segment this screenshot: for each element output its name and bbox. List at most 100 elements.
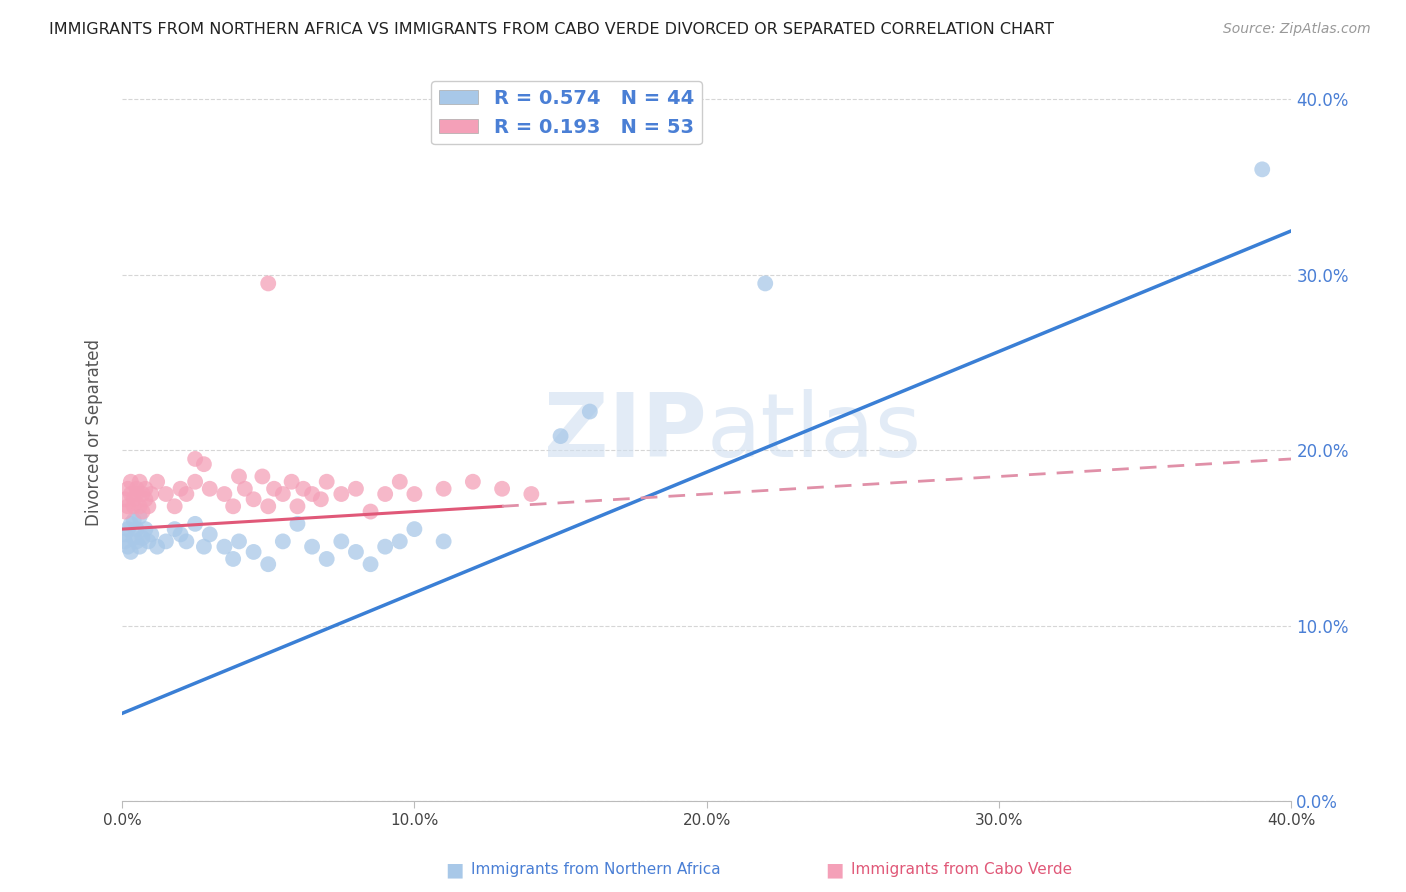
Legend: R = 0.574   N = 44, R = 0.193   N = 53: R = 0.574 N = 44, R = 0.193 N = 53	[432, 81, 702, 145]
Point	[315, 475, 337, 489]
Text: atlas: atlas	[707, 389, 922, 476]
Point	[114, 505, 136, 519]
Point	[131, 505, 153, 519]
Point	[520, 487, 543, 501]
Point	[169, 482, 191, 496]
Point	[122, 492, 145, 507]
Point	[176, 487, 198, 501]
Point	[292, 482, 315, 496]
Point	[222, 500, 245, 514]
Point	[128, 509, 150, 524]
Point	[122, 500, 145, 514]
Point	[257, 500, 280, 514]
Text: ■: ■	[825, 860, 844, 880]
Point	[1251, 162, 1274, 177]
Point	[404, 522, 426, 536]
Point	[141, 527, 163, 541]
Point	[344, 482, 367, 496]
Point	[128, 475, 150, 489]
Point	[120, 475, 142, 489]
Point	[404, 487, 426, 501]
Point	[155, 534, 177, 549]
Point	[114, 534, 136, 549]
Point	[134, 522, 156, 536]
Point	[114, 492, 136, 507]
Point	[360, 505, 382, 519]
Point	[491, 482, 513, 496]
Point	[146, 475, 169, 489]
Point	[754, 277, 776, 291]
Point	[388, 534, 411, 549]
Text: ZIP: ZIP	[544, 389, 707, 476]
Point	[271, 487, 294, 501]
Point	[128, 540, 150, 554]
Point	[163, 500, 186, 514]
Point	[228, 534, 250, 549]
Point	[176, 534, 198, 549]
Point	[330, 487, 353, 501]
Point	[138, 500, 160, 514]
Point	[287, 516, 309, 531]
Point	[315, 552, 337, 566]
Point	[128, 500, 150, 514]
Point	[242, 492, 264, 507]
Point	[122, 531, 145, 545]
Point	[184, 475, 207, 489]
Point	[214, 540, 236, 554]
Point	[169, 527, 191, 541]
Point	[184, 516, 207, 531]
Point	[330, 534, 353, 549]
Point	[141, 487, 163, 501]
Point	[120, 487, 142, 501]
Text: Source: ZipAtlas.com: Source: ZipAtlas.com	[1223, 22, 1371, 37]
Point	[117, 522, 139, 536]
Point	[242, 545, 264, 559]
Text: Immigrants from Northern Africa: Immigrants from Northern Africa	[471, 863, 721, 877]
Point	[263, 482, 285, 496]
Point	[138, 534, 160, 549]
Point	[117, 500, 139, 514]
Point	[461, 475, 484, 489]
Point	[122, 513, 145, 527]
Point	[131, 531, 153, 545]
Y-axis label: Divorced or Separated: Divorced or Separated	[86, 339, 103, 526]
Point	[193, 540, 215, 554]
Point	[374, 540, 396, 554]
Point	[578, 404, 600, 418]
Point	[184, 451, 207, 466]
Point	[114, 527, 136, 541]
Point	[214, 487, 236, 501]
Point	[233, 482, 256, 496]
Point	[301, 540, 323, 554]
Point	[309, 492, 332, 507]
Point	[193, 457, 215, 471]
Point	[280, 475, 302, 489]
Point	[433, 482, 456, 496]
Point	[198, 482, 221, 496]
Point	[301, 487, 323, 501]
Text: Immigrants from Cabo Verde: Immigrants from Cabo Verde	[851, 863, 1071, 877]
Point	[134, 492, 156, 507]
Text: ■: ■	[446, 860, 464, 880]
Point	[550, 429, 572, 443]
Point	[222, 552, 245, 566]
Point	[198, 527, 221, 541]
Point	[287, 500, 309, 514]
Point	[163, 522, 186, 536]
Point	[125, 482, 148, 496]
Point	[120, 516, 142, 531]
Point	[125, 487, 148, 501]
Point	[125, 534, 148, 549]
Point	[271, 534, 294, 549]
Point	[125, 522, 148, 536]
Point	[257, 277, 280, 291]
Point	[374, 487, 396, 501]
Point	[252, 469, 274, 483]
Point	[360, 558, 382, 572]
Point	[155, 487, 177, 501]
Point	[120, 545, 142, 559]
Point	[344, 545, 367, 559]
Point	[257, 558, 280, 572]
Text: IMMIGRANTS FROM NORTHERN AFRICA VS IMMIGRANTS FROM CABO VERDE DIVORCED OR SEPARA: IMMIGRANTS FROM NORTHERN AFRICA VS IMMIG…	[49, 22, 1054, 37]
Point	[146, 540, 169, 554]
